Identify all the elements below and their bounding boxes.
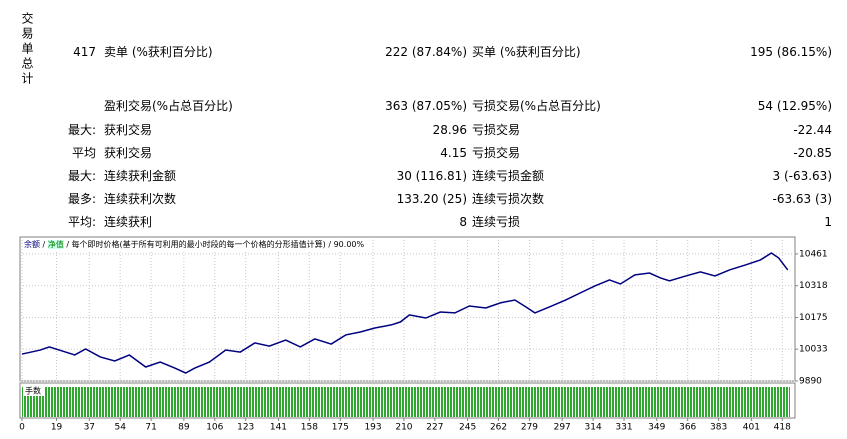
plot-frame (19, 236, 796, 382)
x-tick-label: 89 (178, 423, 190, 433)
y-tick-label: 10461 (799, 249, 828, 259)
right-value: 195 (86.15%) (750, 45, 832, 59)
x-tick-label: 262 (490, 423, 507, 433)
row-lead: 平均: (67, 215, 96, 229)
left-value: 28.96 (432, 123, 467, 137)
x-tick-label: 401 (743, 423, 760, 433)
left-label: 连续获利次数 (104, 192, 177, 206)
x-tick-label: 37 (84, 423, 95, 433)
legend-sep (326, 240, 334, 249)
legend-sep (40, 240, 48, 249)
left-label: 获利交易 (104, 146, 153, 160)
right-value: -63.63 (3) (772, 192, 833, 206)
legend-equity: 净值 (47, 240, 64, 249)
x-tick-label: 158 (301, 423, 318, 433)
right-label: 连续亏损 (472, 215, 521, 229)
right-label: 亏损交易(%占总百分比) (472, 99, 601, 113)
legend-model: 每个即时价格(基于所有可利用的最小时段的每一个价格的分形插值计算) (71, 240, 326, 249)
row-lead: 最多: (67, 192, 96, 206)
left-value: 363 (87.05%) (385, 99, 467, 113)
right-value: 1 (824, 215, 832, 229)
x-tick-label: 383 (710, 423, 727, 433)
x-tick-label: 210 (395, 423, 412, 433)
x-tick-label: 141 (270, 423, 287, 433)
right-label: 连续亏损金额 (472, 169, 545, 183)
legend: 余额净值每个即时价格(基于所有可利用的最小时段的每一个价格的分形插值计算) 90.… (24, 240, 365, 250)
left-value: 222 (87.84%) (385, 45, 467, 59)
right-value: -22.44 (793, 123, 832, 137)
x-tick-label: 279 (521, 423, 538, 433)
x-tick-label: 175 (332, 423, 349, 433)
right-label: 连续亏损次数 (472, 192, 545, 206)
y-tick-label: 10318 (799, 281, 828, 291)
left-value: 4.15 (440, 146, 467, 160)
right-label: 买单 (%获利百分比) (472, 45, 581, 59)
x-tick-label: 331 (615, 423, 632, 433)
right-label: 亏损交易 (472, 146, 521, 160)
row-lead: 最大: (67, 169, 96, 183)
left-label: 连续获利 (104, 215, 153, 229)
lots-label: 手数 (25, 386, 41, 396)
left-label: 连续获利金额 (104, 169, 177, 183)
right-label: 亏损交易 (472, 123, 521, 137)
row-lead: 平均 (71, 146, 96, 160)
x-tick-label: 227 (426, 423, 443, 433)
row-lead: 最大: (67, 123, 96, 137)
x-tick-label: 0 (19, 423, 25, 433)
left-value: 8 (459, 215, 467, 229)
x-tick-label: 193 (364, 423, 381, 433)
row-lead: 417 (73, 45, 96, 59)
x-tick-label: 19 (51, 423, 63, 433)
right-value: 3 (-63.63) (772, 169, 833, 183)
right-value: 54 (12.95%) (757, 99, 832, 113)
x-tick-label: 314 (585, 423, 602, 433)
left-value: 30 (116.81) (396, 169, 467, 183)
x-tick-label: 123 (237, 423, 254, 433)
y-tick-label: 10175 (799, 313, 828, 323)
legend-sep (64, 240, 72, 249)
x-tick-label: 54 (114, 423, 126, 433)
lots-bars (22, 387, 790, 417)
left-label: 获利交易 (104, 123, 153, 137)
lots-label-bg (23, 386, 45, 396)
x-tick-label: 366 (679, 423, 696, 433)
x-tick-label: 297 (554, 423, 571, 433)
x-tick-label: 349 (648, 423, 665, 433)
x-tick-label: 245 (459, 423, 476, 433)
left-value: 133.20 (25) (396, 192, 467, 206)
x-tick-label: 418 (774, 423, 791, 433)
left-label: 卖单 (%获利百分比) (104, 45, 213, 59)
legend-quality: 90.00% (333, 240, 365, 249)
legend-balance: 余额 (24, 240, 40, 249)
y-tick-label: 9890 (799, 377, 822, 387)
x-tick-label: 106 (206, 423, 223, 433)
y-tick-label: 10033 (799, 345, 828, 355)
x-tick-label: 71 (145, 423, 156, 433)
balance-line (21, 252, 789, 374)
side-label: 交易单总计 (20, 12, 34, 87)
left-label: 盈利交易(%占总百分比) (104, 99, 233, 113)
right-value: -20.85 (793, 146, 832, 160)
